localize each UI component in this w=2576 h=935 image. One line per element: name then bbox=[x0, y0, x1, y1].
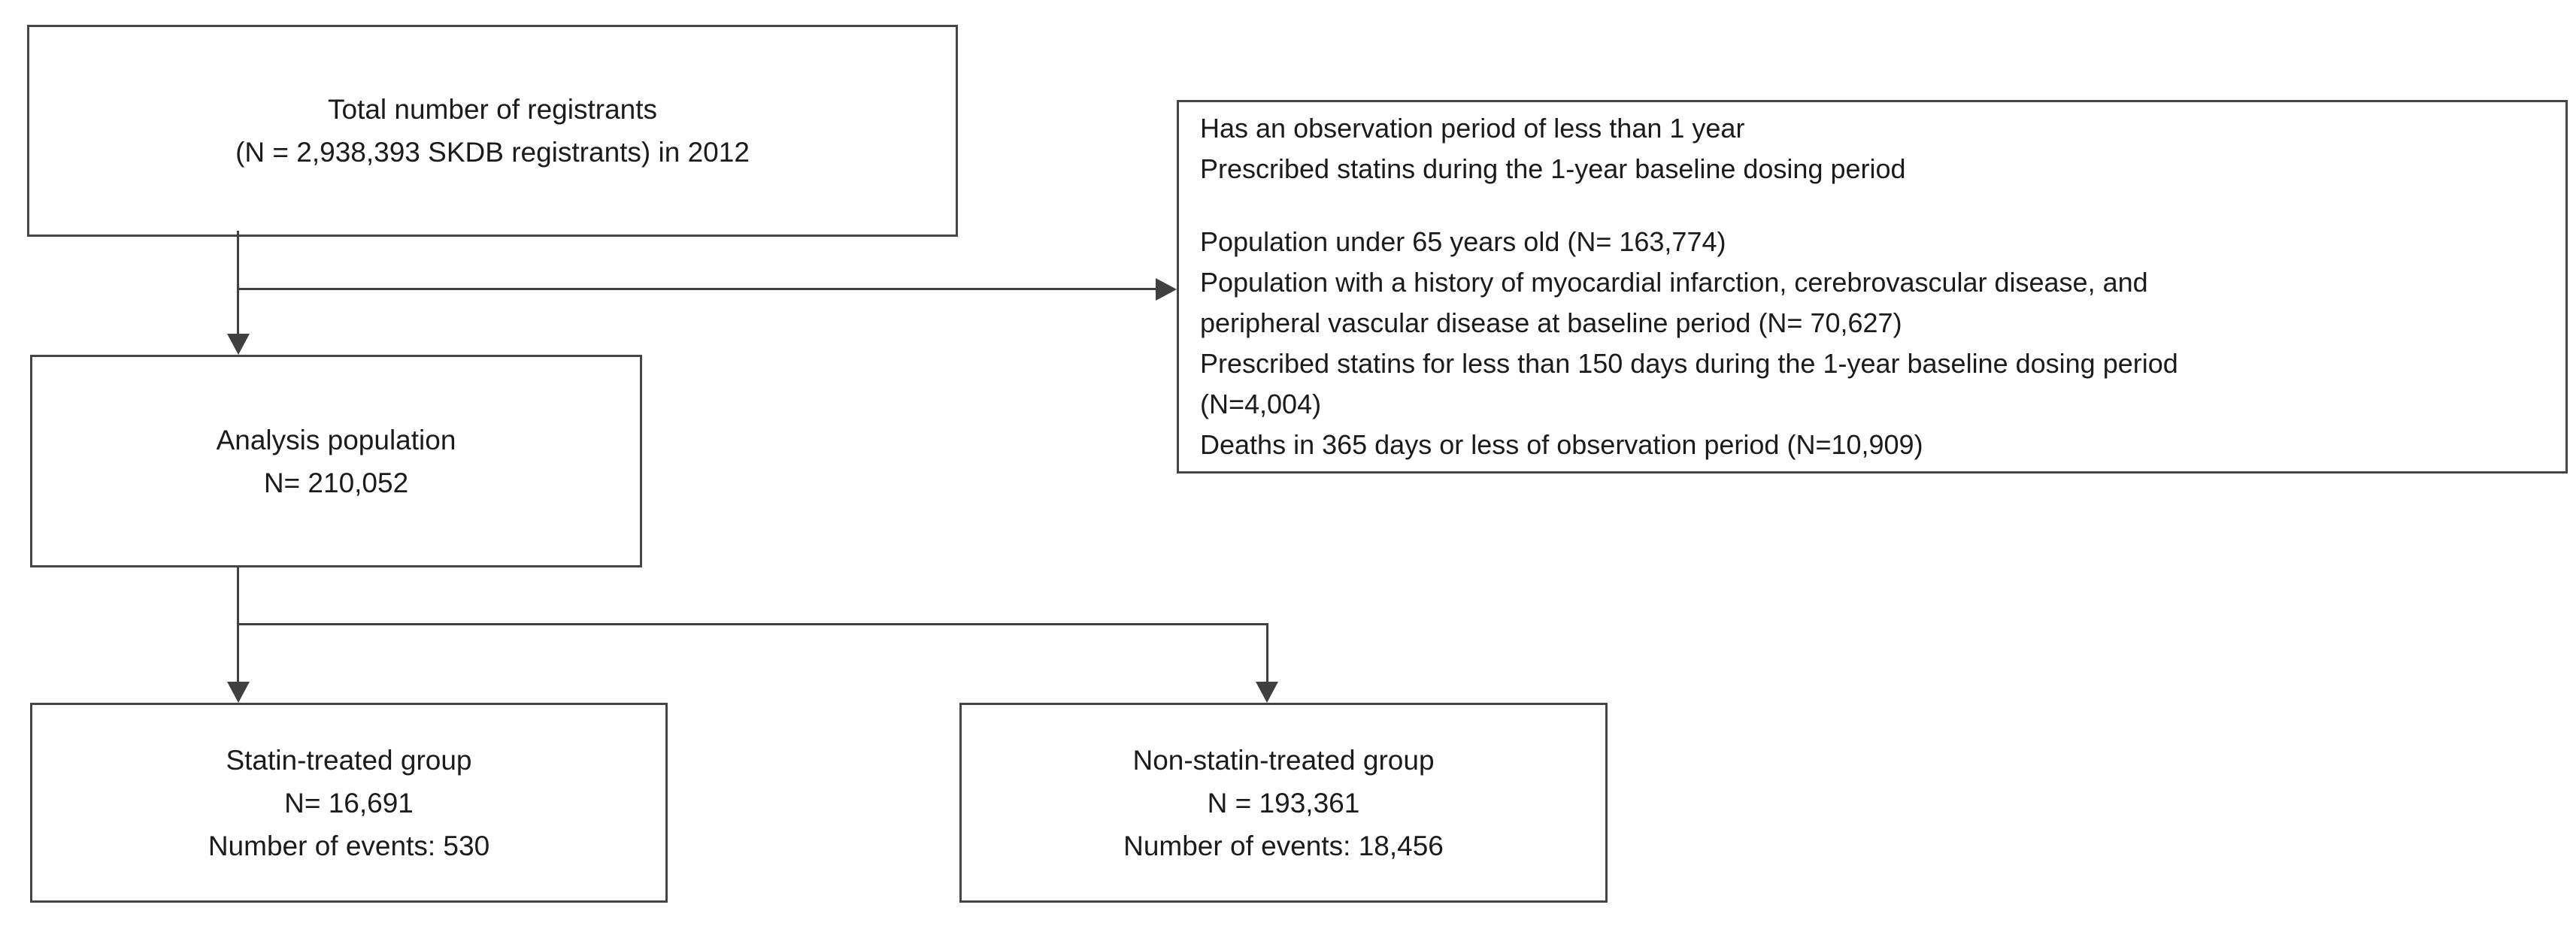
arrow-right-icon bbox=[1156, 278, 1177, 301]
exclusion-line: Deaths in 365 days or less of observatio… bbox=[1200, 429, 1923, 460]
connector-branch-to-exclusion bbox=[237, 288, 1156, 290]
arrow-down-icon bbox=[227, 334, 250, 355]
exclusion-line: Has an observation period of less than 1… bbox=[1200, 113, 1745, 144]
exclusion-line: Population under 65 years old (N= 163,77… bbox=[1200, 226, 1726, 257]
statin-group-line: Statin-treated group bbox=[226, 744, 472, 776]
exclusion-criteria-box: Has an observation period of less than 1… bbox=[1177, 100, 2568, 474]
exclusion-line: Prescribed statins during the 1-year bas… bbox=[1200, 153, 1906, 184]
arrow-down-icon bbox=[227, 682, 250, 703]
exclusion-line: peripheral vascular disease at baseline … bbox=[1200, 307, 1902, 338]
exclusion-line: Prescribed statins for less than 150 day… bbox=[1200, 348, 2178, 379]
connector-total-to-analysis bbox=[237, 231, 239, 336]
exclusion-line: (N=4,004) bbox=[1200, 389, 1322, 419]
non-statin-group-count: N = 193,361 bbox=[1207, 787, 1360, 819]
total-registrants-line: Total number of registrants bbox=[327, 94, 658, 125]
exclusion-line: Population with a history of myocardial … bbox=[1200, 267, 2148, 298]
analysis-population-box: Analysis population N= 210,052 bbox=[30, 355, 642, 567]
non-statin-group-box: Non-statin-treated group N = 193,361 Num… bbox=[959, 703, 1608, 903]
connector-drop-to-nonstatin bbox=[1266, 623, 1268, 685]
arrow-down-icon bbox=[1256, 682, 1278, 703]
statin-group-events: Number of events: 530 bbox=[208, 830, 490, 861]
non-statin-group-line: Non-statin-treated group bbox=[1132, 744, 1435, 776]
analysis-population-line: Analysis population bbox=[216, 424, 456, 455]
analysis-population-count: N= 210,052 bbox=[263, 467, 409, 498]
connector-branch-to-nonstatin bbox=[237, 623, 1268, 625]
total-registrants-count: (N = 2,938,393 SKDB registrants) in 2012 bbox=[235, 137, 750, 168]
statin-group-box: Statin-treated group N= 16,691 Number of… bbox=[30, 703, 668, 903]
connector-analysis-to-statin bbox=[237, 566, 239, 685]
total-registrants-box: Total number of registrants (N = 2,938,3… bbox=[27, 25, 958, 237]
non-statin-group-events: Number of events: 18,456 bbox=[1123, 830, 1444, 861]
statin-group-count: N= 16,691 bbox=[284, 787, 414, 819]
